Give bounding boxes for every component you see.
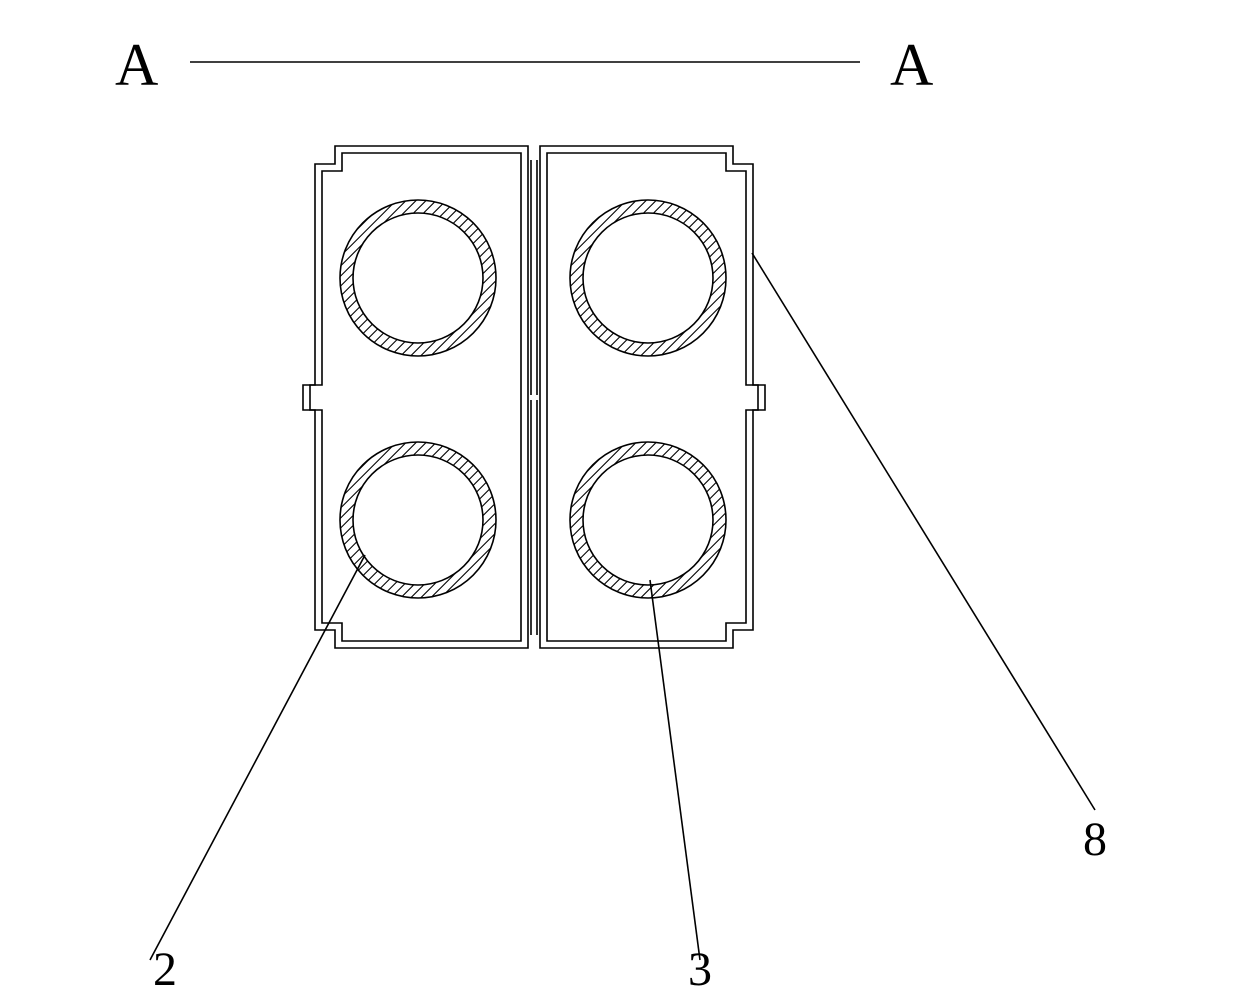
section-line-group: AA [115,32,933,98]
frame-right-inner [547,153,758,641]
leaders-group: 2 3 8 [150,253,1107,996]
section-label-right: A [890,32,933,98]
ring-inner [353,213,483,343]
leader-label: 2 [153,943,177,996]
figure-svg: AA 238 [0,0,1239,998]
frame-right-outer [540,146,765,648]
section-label-left: A [115,32,158,98]
ring-hatch [59,341,768,700]
center-rails [531,160,537,635]
ring-inner [353,455,483,585]
ring-inner [583,455,713,585]
diagram-canvas: AA 238 [0,0,1239,998]
leader-line [752,253,1095,810]
ring-hatch [289,341,998,700]
leader-label: 8 [1083,813,1107,866]
frame-left-outer [303,146,528,648]
ring-inner [583,213,713,343]
leader-line [650,580,700,960]
leader-line [150,555,365,960]
frame-left-inner [310,153,521,641]
leader-label: 3 [688,943,712,996]
